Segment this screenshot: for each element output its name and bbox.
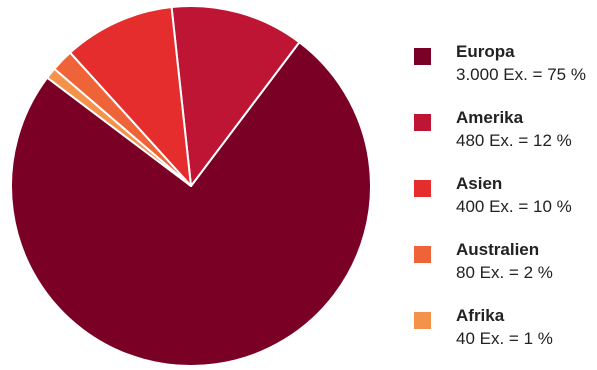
legend-item-europa: Europa 3.000 Ex. = 75 %: [414, 40, 594, 106]
legend-item-afrika: Afrika 40 Ex. = 1 %: [414, 304, 594, 370]
pie-chart: [10, 5, 372, 366]
legend-label: Asien: [456, 174, 503, 193]
legend-swatch: [414, 312, 431, 329]
legend-item-amerika: Amerika 480 Ex. = 12 %: [414, 106, 594, 172]
legend-item-australien: Australien 80 Ex. = 2 %: [414, 238, 594, 304]
pie-slice-amerika: [170, 5, 301, 187]
legend-swatch: [414, 114, 431, 131]
pie-slice-asien: [69, 6, 192, 187]
legend-swatch: [414, 246, 431, 263]
legend-label: Amerika: [456, 108, 524, 127]
legend-label: Afrika: [456, 306, 505, 325]
legend-label: Europa: [456, 42, 515, 61]
legend-swatch: [414, 48, 431, 65]
legend-item-asien: Asien 400 Ex. = 10 %: [414, 172, 594, 238]
legend-value: 480 Ex. = 12 %: [456, 131, 572, 150]
legend-value: 80 Ex. = 2 %: [456, 263, 553, 282]
legend-label: Australien: [456, 240, 540, 259]
pie-slice-afrika: [46, 67, 192, 187]
legend-swatch: [414, 180, 431, 197]
legend-value: 3.000 Ex. = 75 %: [456, 65, 586, 84]
pie-slice-europa: [10, 41, 372, 366]
legend-value: 400 Ex. = 10 %: [456, 197, 572, 216]
legend: Europa 3.000 Ex. = 75 % Amerika 480 Ex. …: [414, 40, 594, 370]
legend-value: 40 Ex. = 1 %: [456, 329, 553, 348]
